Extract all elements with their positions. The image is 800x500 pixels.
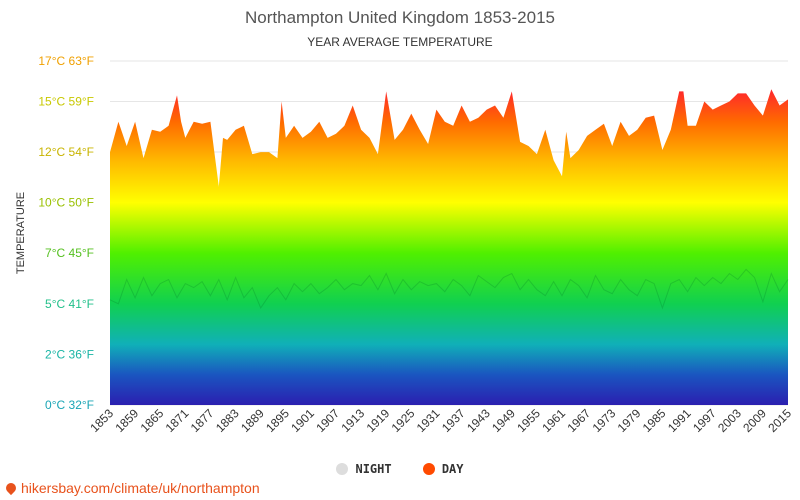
x-tick-label: 1943 xyxy=(464,406,493,435)
chart-title: Northampton United Kingdom 1853-2015 xyxy=(245,8,555,27)
x-tick-label: 1889 xyxy=(238,406,267,435)
y-tick-label: 2°C 36°F xyxy=(45,347,94,361)
x-tick-label: 1913 xyxy=(338,406,367,435)
y-axis-ticks: 0°C 32°F 2°C 36°F 5°C 41°F 7°C 45°F 10°C 50°… xyxy=(38,54,94,412)
x-tick-label: 1949 xyxy=(489,406,518,435)
x-tick-label: 1961 xyxy=(539,406,568,435)
x-tick-label: 1991 xyxy=(665,406,694,435)
x-tick-label: 1883 xyxy=(213,406,242,435)
x-tick-label: 1925 xyxy=(389,406,418,435)
y-tick-label: 12°C 54°F xyxy=(38,145,94,159)
chart-areas xyxy=(109,89,789,406)
x-axis-ticks: 1853185918651871187718831889189519011907… xyxy=(87,406,794,435)
night-series-line xyxy=(109,268,789,310)
x-tick-label: 1895 xyxy=(263,406,292,435)
y-tick-label: 17°C 63°F xyxy=(38,54,94,68)
x-tick-label: 1859 xyxy=(112,406,141,435)
x-tick-label: 1871 xyxy=(163,406,192,435)
legend-item-night[interactable]: NIGHT xyxy=(336,462,392,476)
chart-legend: NIGHT DAY xyxy=(0,462,800,478)
x-tick-label: 2003 xyxy=(715,406,744,435)
x-tick-label: 2009 xyxy=(740,406,769,435)
x-tick-label: 1907 xyxy=(313,406,342,435)
chart-subtitle: YEAR AVERAGE TEMPERATURE xyxy=(307,35,493,49)
x-tick-label: 1877 xyxy=(188,406,217,435)
night-dot-icon xyxy=(336,463,349,475)
x-tick-label: 1901 xyxy=(288,406,317,435)
legend-item-day[interactable]: DAY xyxy=(422,462,464,476)
y-tick-label: 10°C 50°F xyxy=(38,196,94,210)
x-tick-label: 1955 xyxy=(514,406,543,435)
x-tick-label: 1973 xyxy=(590,406,619,435)
legend-night-label: NIGHT xyxy=(355,462,392,476)
legend-day-label: DAY xyxy=(441,462,464,476)
y-tick-label: 0°C 32°F xyxy=(45,398,94,412)
x-tick-label: 1979 xyxy=(615,406,644,435)
night-series-area[interactable] xyxy=(110,269,788,405)
x-tick-label: 1967 xyxy=(564,406,593,435)
y-axis-label: TEMPERATURE xyxy=(15,192,27,274)
day-dot-icon xyxy=(422,463,435,475)
source-url[interactable]: hikersbay.com/climate/uk/northampton xyxy=(21,480,260,496)
x-tick-label: 1919 xyxy=(364,406,393,435)
x-tick-label: 1997 xyxy=(690,406,719,435)
x-tick-label: 1937 xyxy=(439,406,468,435)
y-tick-label: 15°C 59°F xyxy=(38,94,94,108)
x-tick-label: 1985 xyxy=(640,406,669,435)
location-pin-icon xyxy=(3,480,19,496)
x-tick-label: 1931 xyxy=(414,406,443,435)
source-link[interactable]: hikersbay.com/climate/uk/northampton xyxy=(3,480,260,496)
x-tick-label: 1865 xyxy=(138,406,167,435)
y-tick-label: 7°C 45°F xyxy=(45,246,94,260)
x-tick-label: 2015 xyxy=(765,406,794,435)
y-tick-label: 5°C 41°F xyxy=(45,297,94,311)
